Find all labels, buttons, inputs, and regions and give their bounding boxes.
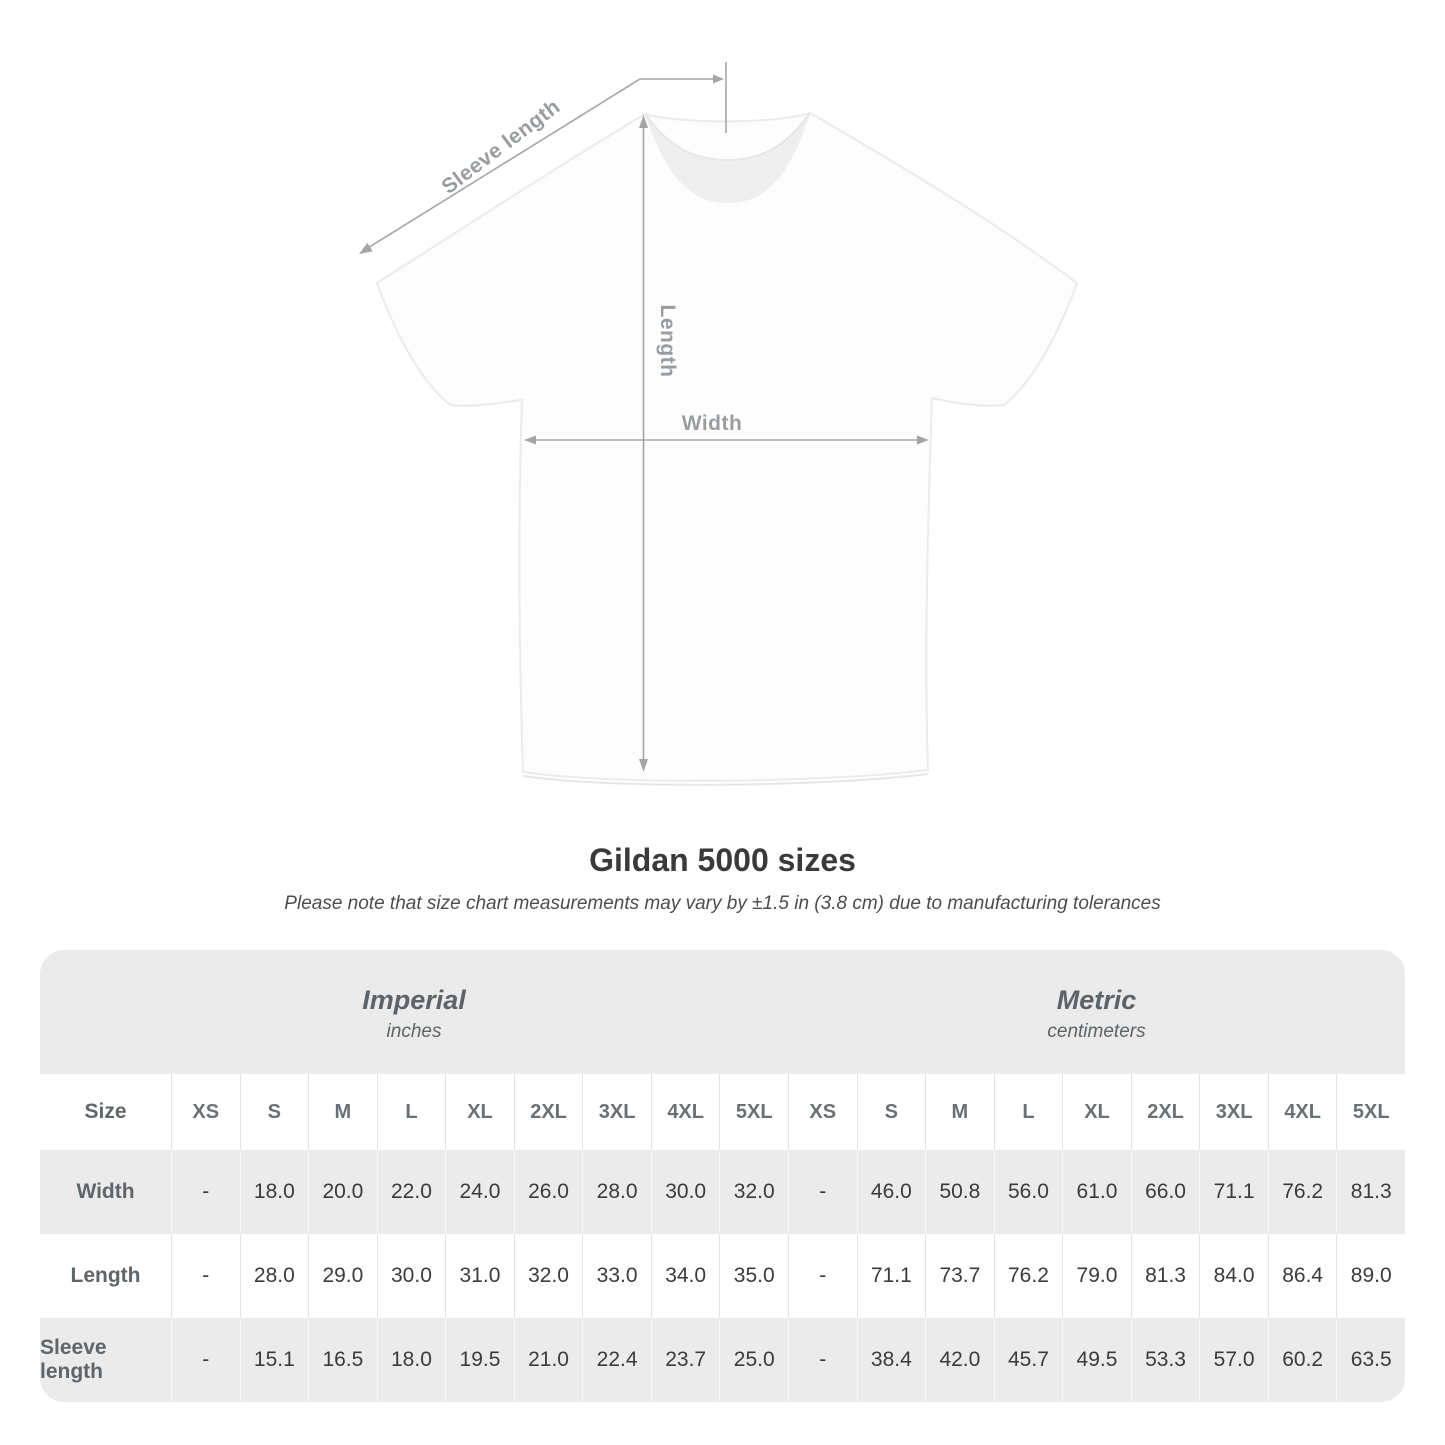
value-cell-imperial: 16.5	[308, 1318, 377, 1402]
value-cell-imperial: 19.5	[445, 1318, 514, 1402]
value-cell-metric: -	[788, 1234, 857, 1318]
value-cell-metric: 50.8	[925, 1150, 994, 1234]
size-header-cell-imperial: 4XL	[650, 1074, 720, 1150]
value-cell-metric: 49.5	[1062, 1318, 1131, 1402]
value-cell-imperial: 24.0	[445, 1150, 514, 1234]
size-header-cell-imperial: 2XL	[513, 1074, 583, 1150]
table-row: Sleeve length -15.1 16.5 18.0 19.5 21.0 22.4 23…	[40, 1318, 1405, 1402]
value-cell-imperial: 15.1	[239, 1318, 309, 1402]
value-cell-metric: -	[788, 1318, 857, 1402]
value-cell-metric: 71.1	[1199, 1150, 1268, 1234]
value-cell-metric: 63.5	[1336, 1318, 1405, 1402]
value-cell-metric: 71.1	[856, 1234, 926, 1318]
value-cell-imperial: 30.0	[376, 1234, 446, 1318]
size-header-cell-imperial: XS	[171, 1074, 240, 1150]
size-header-cell-metric: M	[925, 1074, 994, 1150]
length-label: Length	[656, 305, 679, 378]
value-cell-imperial: 33.0	[582, 1234, 651, 1318]
value-cell-metric: 73.7	[925, 1234, 994, 1318]
size-header-row: Size XS S M L XL 2XL 3XL 4XL 5XL XS S M L XL 2XL 3XL 4XL 5…	[40, 1074, 1405, 1150]
value-cell-imperial: 21.0	[513, 1318, 583, 1402]
value-cell-imperial: 28.0	[239, 1234, 309, 1318]
metric-section-header: Metric centimeters	[788, 950, 1405, 1074]
value-cell-metric: 86.4	[1267, 1234, 1337, 1318]
size-header-cell-metric: 4XL	[1267, 1074, 1337, 1150]
size-header-cell-metric: XL	[1062, 1074, 1131, 1150]
value-cell-imperial: 35.0	[719, 1234, 788, 1318]
value-cell-metric: 57.0	[1199, 1318, 1268, 1402]
value-cell-metric: 46.0	[856, 1150, 926, 1234]
value-cell-imperial: 22.0	[376, 1150, 446, 1234]
value-cell-metric: 76.2	[1267, 1150, 1337, 1234]
tolerance-note: Please note that size chart measurements…	[284, 893, 1161, 914]
size-header-cell-imperial: XL	[445, 1074, 514, 1150]
value-cell-imperial: 32.0	[719, 1150, 788, 1234]
row-label: Sleeve length	[40, 1336, 107, 1383]
value-cell-imperial: -	[171, 1150, 240, 1234]
metric-title: Metric	[1056, 985, 1137, 1015]
value-cell-metric: 61.0	[1062, 1150, 1131, 1234]
value-cell-imperial: 25.0	[719, 1318, 788, 1402]
width-label: Width	[682, 412, 743, 435]
value-cell-imperial: 26.0	[513, 1150, 583, 1234]
value-cell-metric: 79.0	[1062, 1234, 1131, 1318]
imperial-section-header: Imperial inches	[40, 950, 788, 1074]
size-header-cell-imperial: L	[376, 1074, 446, 1150]
value-cell-metric: 66.0	[1130, 1150, 1200, 1234]
value-cell-imperial: 29.0	[308, 1234, 377, 1318]
width-dimension: Width	[524, 412, 929, 445]
row-label: Length	[70, 1264, 141, 1287]
value-cell-imperial: 34.0	[650, 1234, 720, 1318]
value-cell-metric: 76.2	[993, 1234, 1063, 1318]
value-cell-imperial: -	[171, 1234, 240, 1318]
length-dimension: Length	[639, 115, 679, 772]
units-band: Imperial inches Metric centimeters	[40, 950, 1405, 1074]
value-cell-imperial: 30.0	[650, 1150, 720, 1234]
size-header-cell-metric: S	[856, 1074, 926, 1150]
metric-unit: centimeters	[1047, 1021, 1146, 1042]
value-cell-metric: 84.0	[1199, 1234, 1268, 1318]
value-cell-imperial: 32.0	[513, 1234, 583, 1318]
size-header-cell-imperial: S	[239, 1074, 309, 1150]
value-cell-imperial: 31.0	[445, 1234, 514, 1318]
size-header-cell-metric: 3XL	[1199, 1074, 1268, 1150]
value-cell-imperial: 28.0	[582, 1150, 651, 1234]
value-cell-metric: -	[788, 1150, 857, 1234]
page-title: Gildan 5000 sizes	[589, 842, 856, 878]
value-cell-metric: 56.0	[993, 1150, 1063, 1234]
value-cell-metric: 45.7	[993, 1318, 1063, 1402]
value-cell-metric: 81.3	[1130, 1234, 1200, 1318]
value-cell-imperial: 18.0	[239, 1150, 309, 1234]
imperial-title: Imperial	[362, 985, 466, 1015]
size-header-cell-imperial: M	[308, 1074, 377, 1150]
value-cell-metric: 89.0	[1336, 1234, 1405, 1318]
value-cell-imperial: 20.0	[308, 1150, 377, 1234]
size-table: Imperial inches Metric centimeters Size X…	[40, 950, 1405, 1402]
size-header-cell-metric: L	[993, 1074, 1063, 1150]
size-header-cell-metric: 2XL	[1130, 1074, 1200, 1150]
size-header-cell-imperial: 3XL	[582, 1074, 651, 1150]
size-col-header: Size	[84, 1100, 127, 1123]
imperial-unit: inches	[386, 1021, 442, 1042]
table-row: Width -18.0 20.0 22.0 24.0 26.0 28.0 30.0 32.0-4…	[40, 1150, 1405, 1234]
value-cell-metric: 53.3	[1130, 1318, 1200, 1402]
size-header-cell-imperial: 5XL	[719, 1074, 788, 1150]
size-table-body: Width -18.0 20.0 22.0 24.0 26.0 28.0 30.0 32.0-4…	[40, 1150, 1405, 1402]
value-cell-metric: 81.3	[1336, 1150, 1405, 1234]
collar	[645, 113, 810, 203]
value-cell-imperial: 18.0	[376, 1318, 446, 1402]
value-cell-metric: 60.2	[1267, 1318, 1337, 1402]
tshirt-measurement-diagram: Sleeve length Length Width	[359, 62, 1078, 786]
value-cell-metric: 38.4	[856, 1318, 926, 1402]
value-cell-imperial: -	[171, 1318, 240, 1402]
value-cell-metric: 42.0	[925, 1318, 994, 1402]
value-cell-imperial: 23.7	[650, 1318, 720, 1402]
size-header-cell-metric: XS	[788, 1074, 857, 1150]
row-label: Width	[76, 1180, 135, 1203]
tshirt-photo	[376, 112, 1078, 786]
value-cell-imperial: 22.4	[582, 1318, 651, 1402]
table-row: Length -28.0 29.0 30.0 31.0 32.0 33.0 34.0 35.0-…	[40, 1234, 1405, 1318]
size-header-cell-metric: 5XL	[1336, 1074, 1405, 1150]
